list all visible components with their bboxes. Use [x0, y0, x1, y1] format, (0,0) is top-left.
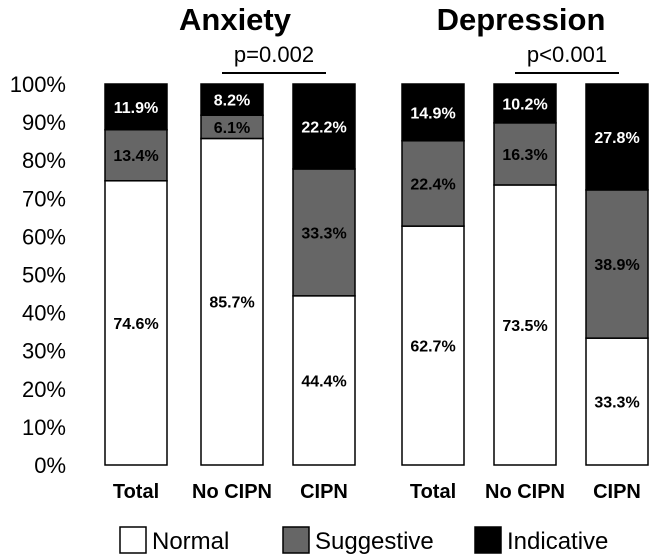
- y-tick-label: 20%: [22, 377, 66, 402]
- category-label: No CIPN: [485, 481, 565, 503]
- data-label: 33.3%: [301, 225, 346, 242]
- data-label: 74.6%: [113, 316, 158, 333]
- y-tick-label: 30%: [22, 339, 66, 364]
- data-label: 27.8%: [594, 130, 639, 147]
- y-tick-label: 10%: [22, 415, 66, 440]
- legend: Normal Suggestive Indicative: [119, 526, 608, 555]
- bar-segment-normal: [104, 180, 168, 466]
- bar-segment-indicative: [401, 83, 465, 142]
- data-label: 62.7%: [410, 339, 455, 356]
- category-label: CIPN: [300, 481, 348, 503]
- labels: Anxiety p=0.002 74.6% 13.4% 11.9% Total 85.7% 6…: [113, 2, 641, 503]
- legend-swatch-suggestive: [282, 526, 310, 554]
- data-label: 44.4%: [301, 373, 346, 390]
- y-tick-label: 0%: [34, 453, 66, 478]
- category-label: No CIPN: [192, 481, 272, 503]
- data-label: 33.3%: [594, 395, 639, 412]
- bars: [104, 83, 649, 466]
- panel-title: Depression: [437, 2, 606, 37]
- category-label: Total: [113, 481, 159, 503]
- data-label: 14.9%: [410, 105, 455, 122]
- data-label: 8.2%: [214, 93, 250, 110]
- y-tick-label: 60%: [22, 224, 66, 249]
- legend-label: Indicative: [507, 528, 608, 555]
- bar-segment-normal: [200, 137, 264, 466]
- bar-segment-normal: [401, 225, 465, 466]
- p-value-label: p<0.001: [527, 42, 607, 67]
- bar-segment-suggestive: [104, 128, 168, 182]
- legend-label: Suggestive: [315, 528, 434, 555]
- bar-segment-indicative: [493, 83, 557, 124]
- bar-segment-indicative: [104, 83, 168, 131]
- bar-segment-suggestive: [585, 189, 649, 339]
- y-tick-label: 100%: [10, 72, 66, 97]
- bar-segment-suggestive: [493, 122, 557, 186]
- data-label: 10.2%: [502, 96, 547, 113]
- p-value-label: p=0.002: [234, 42, 314, 67]
- data-label: 38.9%: [594, 257, 639, 274]
- bar-segment-indicative: [200, 83, 264, 116]
- bar-segment-normal: [585, 337, 649, 466]
- category-label: Total: [410, 481, 456, 503]
- y-tick-label: 90%: [22, 110, 66, 135]
- data-label: 13.4%: [113, 148, 158, 165]
- y-axis: 0% 10% 20% 30% 40% 50% 60% 70% 80% 90% 100%: [10, 72, 66, 478]
- data-label: 11.9%: [114, 100, 158, 117]
- bar-segment-indicative: [585, 83, 649, 191]
- legend-label: Normal: [152, 528, 229, 555]
- bar-segment-indicative: [292, 83, 356, 170]
- y-tick-label: 50%: [22, 263, 66, 288]
- data-label: 85.7%: [209, 295, 254, 312]
- panel-title: Anxiety: [179, 2, 292, 37]
- y-tick-label: 70%: [22, 186, 66, 211]
- data-label: 22.4%: [410, 176, 455, 193]
- data-label: 6.1%: [214, 120, 250, 137]
- legend-swatch-indicative: [474, 526, 502, 554]
- y-tick-label: 80%: [22, 148, 66, 173]
- legend-swatch-normal: [119, 526, 147, 554]
- y-tick-label: 40%: [22, 301, 66, 326]
- bar-segment-suggestive: [292, 168, 356, 297]
- data-label: 73.5%: [502, 318, 547, 335]
- category-label: CIPN: [593, 481, 641, 503]
- bar-segment-normal: [292, 295, 356, 466]
- data-label: 16.3%: [502, 147, 547, 164]
- bar-segment-normal: [493, 184, 557, 466]
- data-label: 22.2%: [301, 119, 346, 136]
